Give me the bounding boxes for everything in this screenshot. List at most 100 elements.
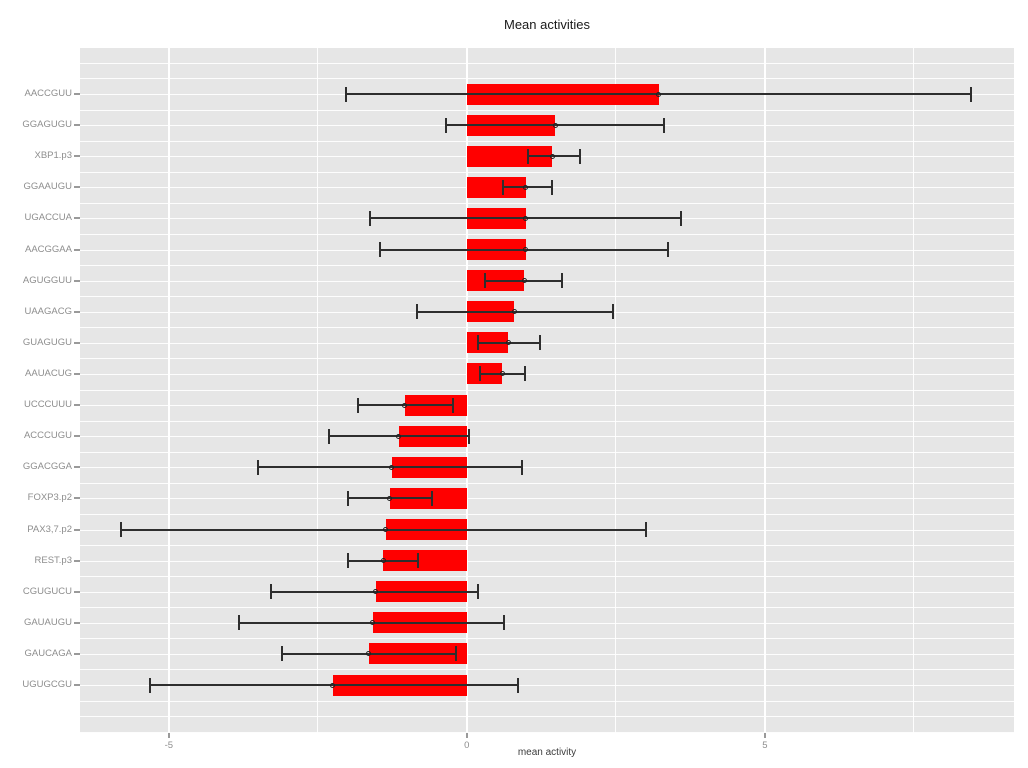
y-axis-tick — [74, 217, 80, 220]
horizontal-gridline — [80, 560, 1014, 562]
horizontal-gridline — [80, 373, 1014, 375]
horizontal-gridline — [80, 685, 1014, 686]
error-bar-cap-high — [666, 242, 669, 257]
horizontal-gridline — [80, 576, 1014, 578]
mean-point-marker — [370, 620, 376, 626]
y-axis-tick — [74, 652, 80, 655]
error-bar-cap-high — [451, 397, 454, 413]
error-bar-cap-high — [417, 553, 419, 569]
bar — [466, 145, 552, 167]
error-bar-cap-low — [526, 148, 529, 164]
horizontal-gridline — [80, 78, 1014, 80]
vertical-major-gridline — [763, 48, 766, 733]
error-bar-cap-low — [368, 210, 371, 226]
mean-point-marker — [656, 91, 662, 97]
horizontal-gridline — [80, 591, 1014, 593]
error-bar-cap-high — [454, 646, 457, 662]
error-bar-cap-low — [346, 490, 349, 506]
error-bar-cap-high — [662, 117, 665, 133]
y-axis-label: GAUAUGU — [23, 616, 72, 628]
horizontal-gridline — [80, 389, 1014, 391]
error-bar-cap-high — [430, 490, 433, 506]
y-axis-tick — [74, 404, 80, 407]
horizontal-gridline — [80, 669, 1014, 671]
horizontal-gridline — [80, 62, 1014, 64]
horizontal-gridline — [80, 467, 1014, 469]
y-axis-label: UAAGACG — [24, 305, 72, 317]
mean-point-marker — [387, 495, 393, 501]
horizontal-gridline — [80, 513, 1014, 515]
bar — [466, 176, 526, 198]
y-axis-label: GGACGGA — [22, 461, 72, 473]
horizontal-gridline — [80, 358, 1014, 360]
horizontal-gridline — [80, 327, 1014, 329]
error-bar-cap-low — [119, 522, 122, 537]
vertical-minor-gridline — [317, 48, 319, 733]
error-bar-cap-high — [516, 677, 519, 693]
error-bar-cap-high — [560, 273, 563, 289]
error-bar-cap-high — [579, 148, 582, 164]
error-bar-cap-low — [148, 677, 151, 693]
vertical-major-gridline — [167, 48, 170, 733]
y-axis-label: GGAGUGU — [22, 119, 72, 131]
error-bar-cap-high — [502, 615, 505, 631]
y-axis-tick — [74, 310, 80, 313]
vertical-major-gridline — [465, 48, 468, 733]
y-axis-label: AACGGAA — [25, 243, 72, 255]
y-axis-label: GAUCAGA — [24, 647, 72, 659]
bar — [383, 550, 467, 572]
x-axis-tick-label: -5 — [164, 740, 174, 751]
error-bar-cap-low — [478, 366, 481, 382]
y-axis-tick — [74, 341, 80, 344]
mean-point-marker — [512, 309, 517, 315]
y-axis-label: UGUGCGU — [22, 679, 72, 690]
y-axis-tick — [74, 124, 80, 127]
y-axis-tick — [74, 435, 80, 438]
error-bar-cap-low — [344, 86, 347, 102]
error-bar-cap-low — [346, 553, 349, 569]
horizontal-gridline — [80, 234, 1014, 235]
horizontal-gridline — [80, 140, 1014, 142]
horizontal-gridline — [80, 716, 1014, 718]
error-bar-cap-low — [238, 615, 241, 631]
y-axis-label: UGACCUA — [24, 212, 72, 224]
mean-point-marker — [549, 153, 555, 159]
y-axis-tick — [74, 93, 80, 95]
y-axis-label: AGUGGUU — [22, 274, 72, 286]
horizontal-gridline — [80, 342, 1014, 344]
y-axis-tick — [74, 248, 80, 251]
error-bar-cap-high — [644, 522, 647, 537]
y-axis-tick — [74, 497, 80, 500]
error-bar-line — [120, 528, 646, 531]
mean-point-marker — [552, 122, 558, 128]
horizontal-gridline — [80, 202, 1014, 204]
error-bar-cap-high — [468, 428, 471, 444]
horizontal-gridline — [80, 405, 1014, 407]
horizontal-gridline — [80, 296, 1014, 298]
mean-point-marker — [523, 215, 529, 221]
horizontal-gridline — [80, 638, 1014, 640]
error-bar-cap-high — [969, 86, 972, 102]
error-bar-cap-high — [477, 584, 480, 600]
y-axis-label: FOXP3.p2 — [27, 492, 72, 504]
y-axis-label: REST.p3 — [34, 554, 73, 566]
x-axis-tick — [763, 733, 766, 738]
x-axis-tick — [167, 733, 170, 738]
mean-point-marker — [523, 247, 529, 252]
mean-point-marker — [383, 527, 389, 532]
horizontal-gridline — [80, 420, 1014, 422]
horizontal-gridline — [80, 607, 1014, 609]
y-axis-label: XBP1.p3 — [34, 150, 73, 162]
error-bar-cap-high — [551, 179, 554, 195]
error-bar-cap-low — [280, 646, 283, 662]
horizontal-gridline — [80, 731, 1014, 733]
error-bar-cap-high — [523, 366, 526, 382]
mean-point-marker — [506, 340, 512, 346]
horizontal-gridline — [80, 545, 1014, 546]
y-axis-label: CGUGUCU — [22, 585, 72, 597]
horizontal-gridline — [80, 265, 1014, 267]
y-axis-label: AACCGUU — [24, 88, 72, 99]
horizontal-gridline — [80, 436, 1014, 438]
x-axis-tick-label: 0 — [464, 740, 470, 751]
